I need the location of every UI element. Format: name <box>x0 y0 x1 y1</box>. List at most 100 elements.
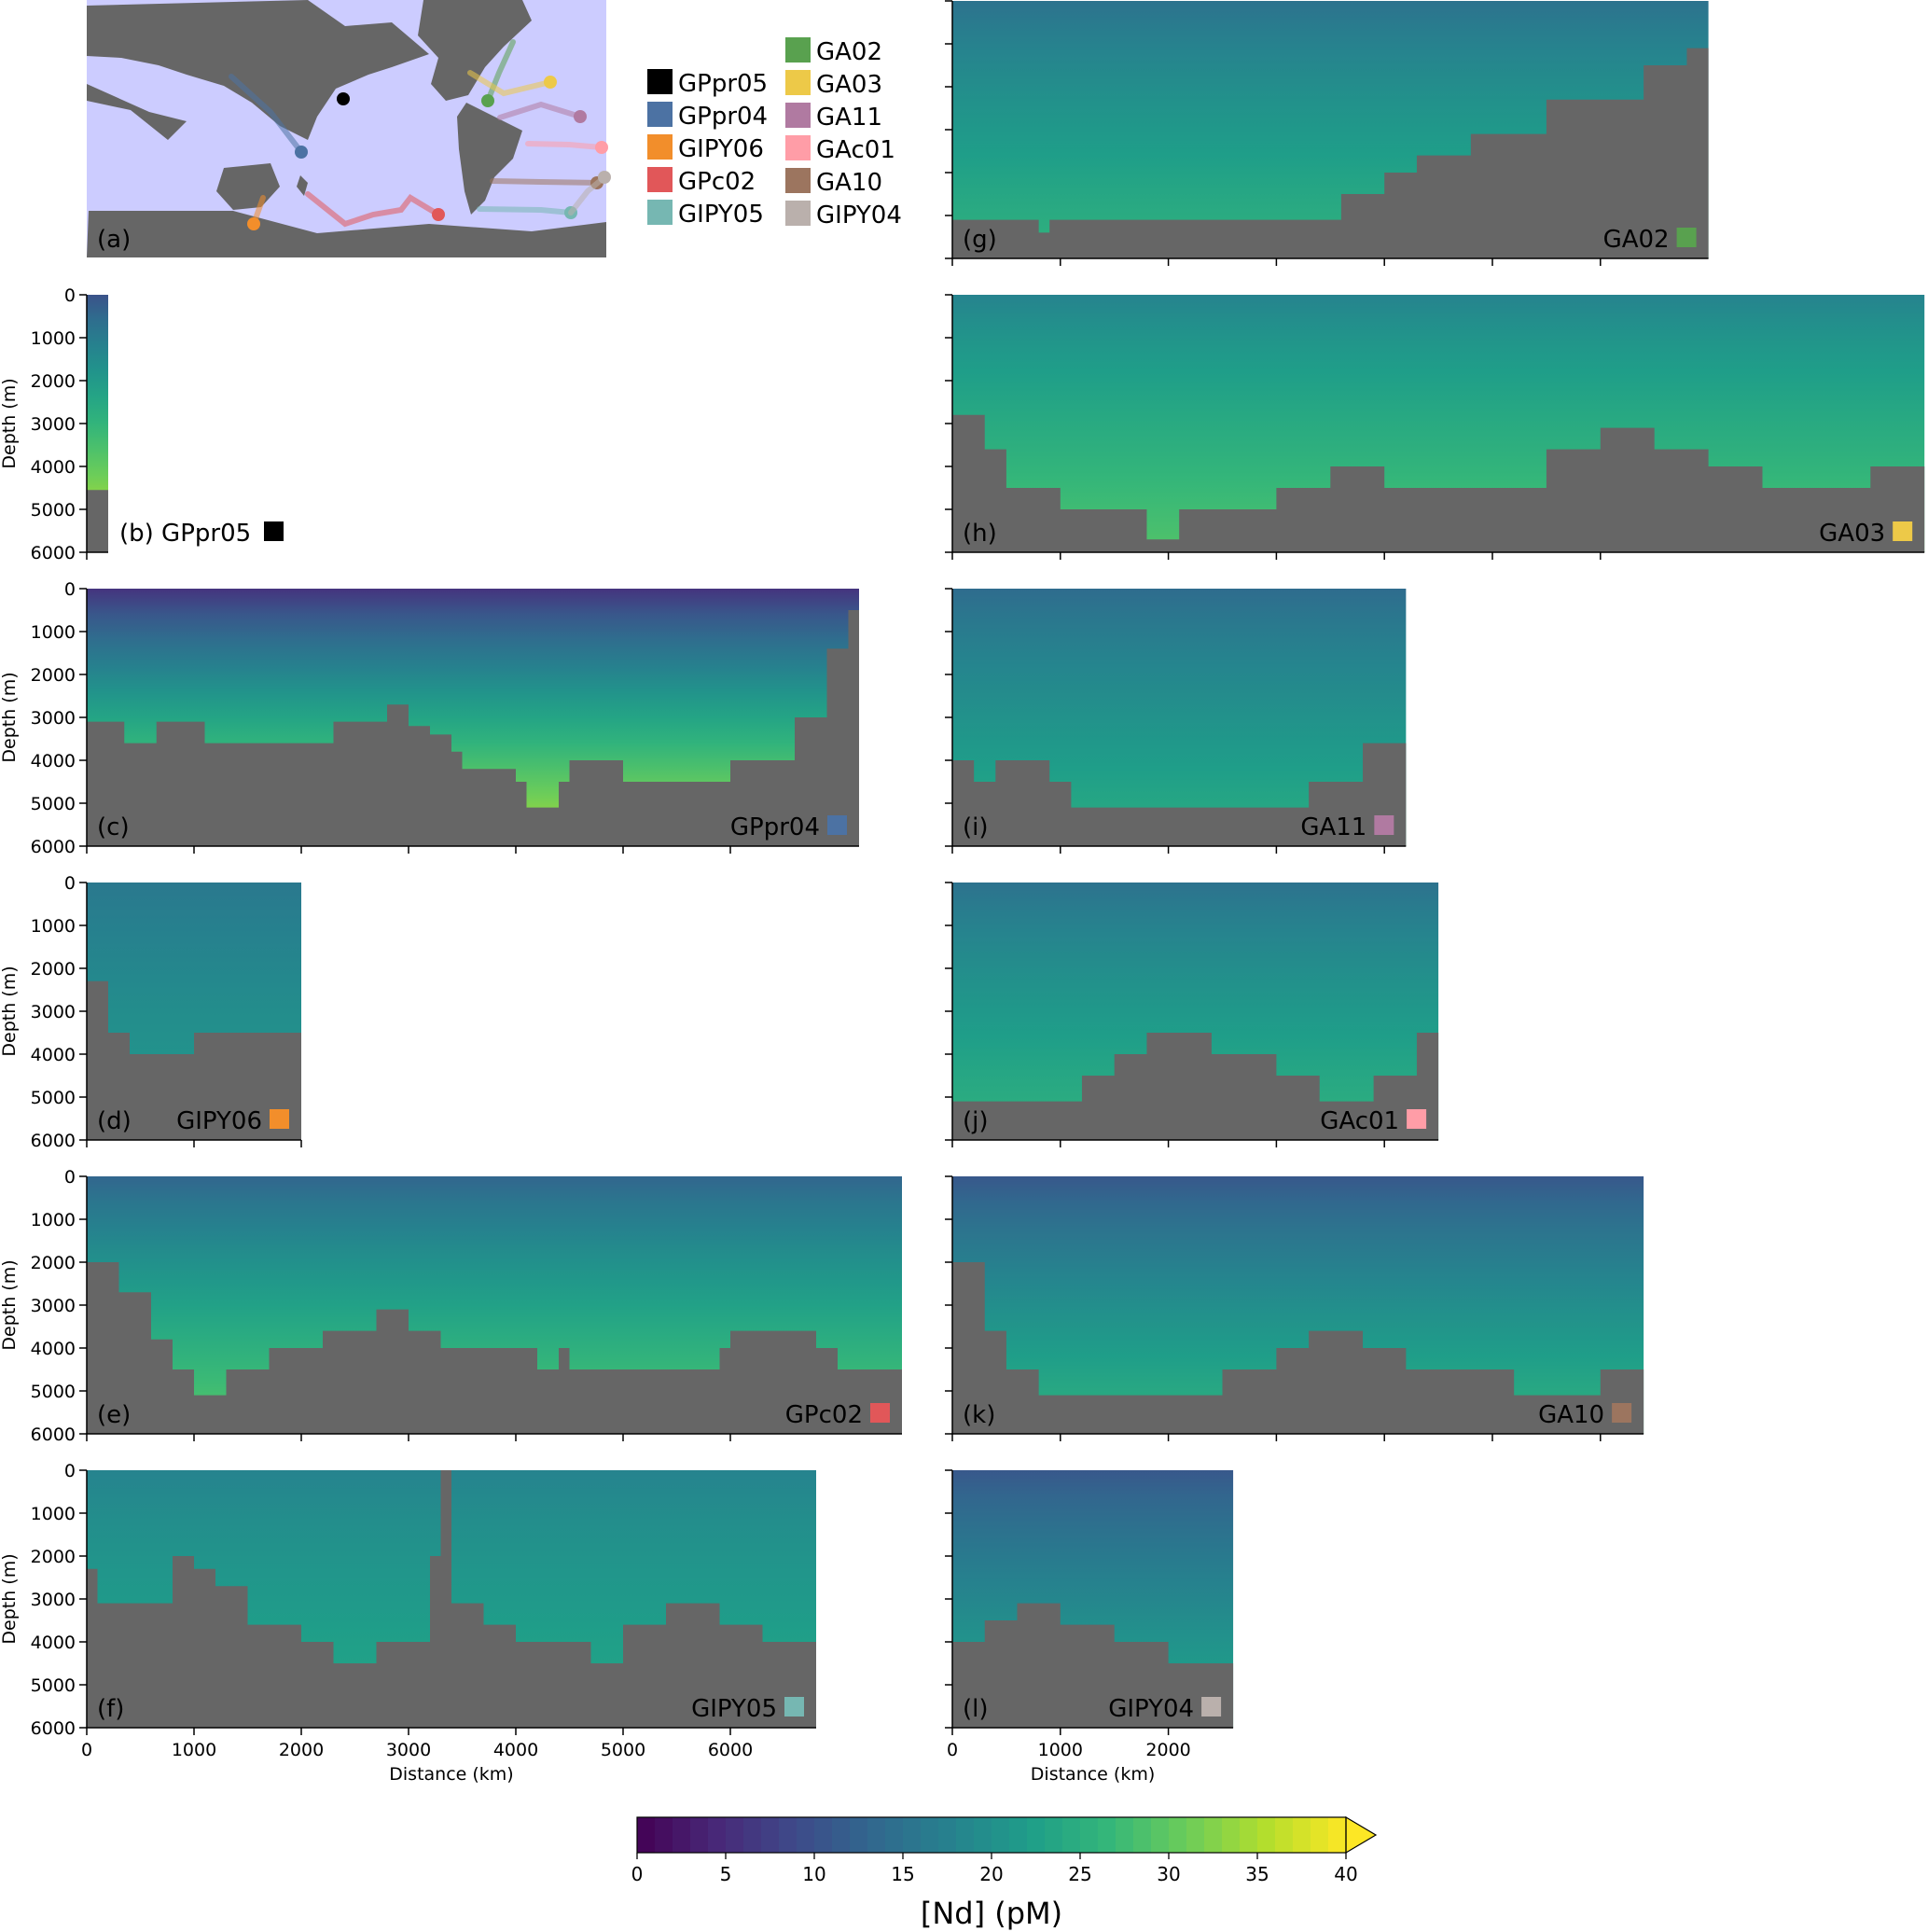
colorbar-extend-arrow <box>1345 1815 1378 1855</box>
legend-swatch <box>785 70 811 95</box>
depth-axis-label: Depth (m) <box>0 966 20 1056</box>
colorbar-step <box>1062 1817 1081 1853</box>
panel-GIPY05: 0 1000 2000 3000 4000 5000 6000 Depth (m) 0 1000 2… <box>0 1461 816 1785</box>
panel-GIPY04: 0 1000 2000 Distance (km) (l) GIPY04 <box>945 1469 1234 1785</box>
distance-tick-label: 0 <box>947 1740 958 1760</box>
depth-tick-label: 0 <box>64 1167 76 1188</box>
seafloor <box>952 1033 1439 1140</box>
legend-label: GA02 <box>816 38 882 66</box>
legend-swatch <box>647 134 673 160</box>
legend-swatch <box>785 37 811 63</box>
legend-label: GPc02 <box>678 168 756 196</box>
depth-tick-label: 4000 <box>31 457 76 478</box>
colorbar-step <box>903 1817 922 1853</box>
colorbar-step <box>1204 1817 1223 1853</box>
section-swatch <box>264 521 284 541</box>
depth-tick-label: 6000 <box>31 543 76 563</box>
map-landmass <box>87 211 606 257</box>
seafloor <box>87 610 859 846</box>
colorbar-tick-label: 25 <box>1068 1863 1091 1885</box>
colorbar-step <box>992 1817 1010 1853</box>
depth-axis-label: Depth (m) <box>0 1553 20 1644</box>
legend: GPpr05 GPpr04 GIPY06 GPc02 GIPY05 GA02 GA03 GA1… <box>647 37 902 229</box>
section-name: GPpr04 <box>730 813 820 841</box>
seafloor <box>952 414 1925 552</box>
map-track-GIPY04 <box>568 174 607 215</box>
legend-label: GAc01 <box>816 136 895 164</box>
legend-swatch <box>647 102 673 127</box>
colorbar-step <box>708 1817 727 1853</box>
distance-tick-label: 1000 <box>172 1740 216 1760</box>
map-track-GA03 <box>467 70 553 97</box>
legend-entry-GA10: GA10 <box>785 168 882 197</box>
depth-tick-label: 4000 <box>31 1339 76 1359</box>
distance-tick-label: 3000 <box>386 1740 431 1760</box>
legend-label: GA11 <box>816 104 882 132</box>
panel-label: (i) <box>963 813 989 841</box>
section-name: GA11 <box>1300 813 1366 841</box>
panel-label: (l) <box>963 1695 989 1723</box>
colorbar-tick-label: 20 <box>979 1863 1003 1885</box>
distance-tick-label: 2000 <box>279 1740 324 1760</box>
section-name: GA03 <box>1819 520 1885 548</box>
legend-swatch <box>785 135 811 160</box>
depth-tick-label: 0 <box>64 1461 76 1481</box>
depth-tick-label: 4000 <box>31 1045 76 1065</box>
seafloor <box>87 1470 816 1728</box>
legend-entry-GPpr05: GPpr05 <box>647 69 768 98</box>
section-swatch <box>1612 1403 1632 1423</box>
legend-entry-GIPY04: GIPY04 <box>785 201 902 229</box>
map-landmass <box>457 103 522 215</box>
colorbar-step <box>1275 1817 1294 1853</box>
depth-tick-label: 1000 <box>31 328 76 349</box>
colorbar-tick-label: 10 <box>802 1863 825 1885</box>
depth-axis-label: Depth (m) <box>0 1259 20 1350</box>
colorbar-tick-label: 35 <box>1245 1863 1269 1885</box>
map-track-GA11 <box>497 101 583 120</box>
panel-GPc02: 0 1000 2000 3000 4000 5000 6000 Depth (m) (e) GPc… <box>0 1167 902 1445</box>
colorbar-step <box>673 1817 691 1853</box>
legend-swatch <box>647 69 673 94</box>
legend-swatch <box>785 103 811 128</box>
depth-tick-label: 2000 <box>31 1547 76 1567</box>
colorbar-step <box>885 1817 904 1853</box>
panel-GA10: (k) GA10 <box>945 1175 1644 1441</box>
map-section-tracks <box>229 39 611 230</box>
depth-tick-label: 2000 <box>31 1253 76 1273</box>
colorbar-step <box>1222 1817 1241 1853</box>
section-panels: 0 1000 2000 3000 4000 5000 6000 Depth (m) (b) GP… <box>0 0 1925 1785</box>
depth-tick-label: 1000 <box>31 916 76 937</box>
legend-swatch <box>785 168 811 193</box>
colorbar-tick-label: 30 <box>1157 1863 1180 1885</box>
map-marker-GPpr05 <box>337 92 350 105</box>
colorbar-label: [Nd] (pM) <box>921 1896 1062 1931</box>
section-swatch <box>870 1403 890 1423</box>
colorbar-step <box>1045 1817 1063 1853</box>
map-marker-GIPY04 <box>598 171 611 184</box>
map-landmass <box>87 0 429 140</box>
colorbar-step <box>655 1817 673 1853</box>
depth-tick-label: 5000 <box>31 794 76 814</box>
depth-tick-label: 6000 <box>31 1718 76 1739</box>
legend-label: GPpr04 <box>678 103 768 131</box>
depth-tick-label: 6000 <box>31 1131 76 1151</box>
section-name: GAc01 <box>1320 1107 1399 1135</box>
depth-tick-label: 0 <box>64 579 76 600</box>
legend-entry-GA02: GA02 <box>785 37 882 66</box>
map-marker-GA11 <box>574 110 587 123</box>
map-panel: (a) <box>87 0 611 257</box>
section-swatch <box>784 1697 804 1717</box>
map-track-GA10 <box>490 178 600 186</box>
panel-GA02: (g) GA02 <box>945 0 1709 266</box>
panel-GA11: (i) GA11 <box>945 588 1407 854</box>
map-marker-GA02 <box>481 94 494 107</box>
depth-tick-label: 1000 <box>31 1210 76 1230</box>
depth-axis-label: Depth (m) <box>0 378 20 468</box>
colorbar-step <box>1293 1817 1311 1853</box>
colorbar-step <box>1240 1817 1258 1853</box>
colorbar-step <box>1027 1817 1046 1853</box>
section-name: GIPY06 <box>176 1107 262 1135</box>
depth-tick-label: 1000 <box>31 622 76 643</box>
section-swatch <box>1201 1697 1222 1717</box>
distance-axis-label: Distance (km) <box>1031 1764 1155 1785</box>
